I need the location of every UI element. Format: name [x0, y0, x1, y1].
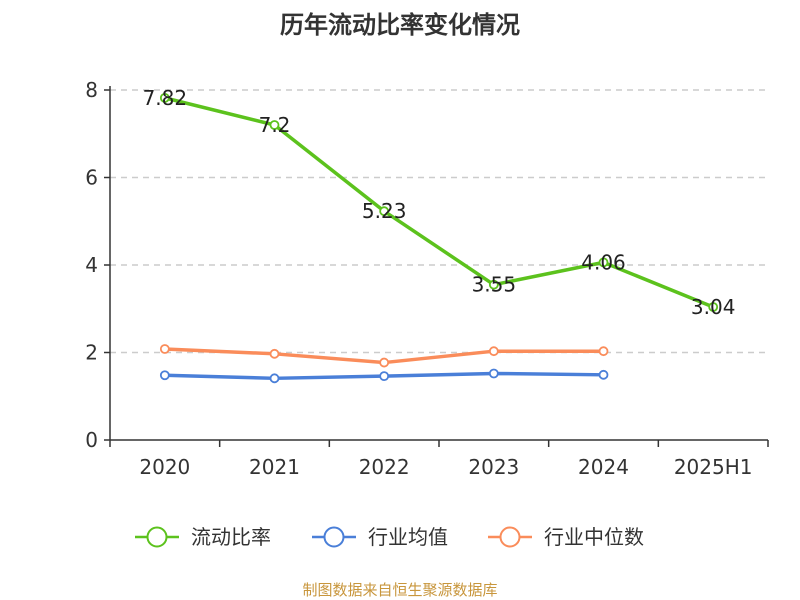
x-tick-label: 2021: [249, 455, 300, 479]
data-point[interactable]: [488, 279, 499, 290]
data-label: 7.82: [143, 86, 188, 110]
x-tick-label: 2024: [578, 455, 629, 479]
data-point[interactable]: [269, 120, 280, 130]
series-lines: [159, 92, 719, 384]
legend-swatch-marker: [323, 526, 345, 548]
grid-lines: [110, 89, 768, 354]
legend-swatch-marker: [146, 526, 168, 548]
data-point[interactable]: [598, 346, 609, 357]
data-point[interactable]: [488, 346, 499, 357]
axes: 0 2 4 6 8 2020 2021 2022 2023 2024 2025H1: [85, 78, 769, 479]
y-tick-label: 6: [85, 166, 98, 190]
data-label: 3.55: [472, 273, 517, 297]
x-tick-label: 2025H1: [674, 455, 753, 479]
y-tick-label: 2: [85, 341, 98, 365]
data-point[interactable]: [708, 302, 719, 312]
data-point[interactable]: [159, 92, 170, 103]
source-note: 制图数据来自恒生聚源数据库: [302, 581, 497, 599]
legend-label: 行业中位数: [544, 525, 644, 549]
legend-item[interactable]: 行业中位数: [488, 525, 644, 549]
data-point[interactable]: [379, 357, 390, 368]
series-line: [164, 96, 714, 309]
legend-label: 行业均值: [368, 525, 448, 549]
data-point[interactable]: [488, 368, 499, 379]
x-tick-label: 2020: [139, 455, 190, 479]
y-tick-label: 0: [85, 428, 98, 452]
data-labels: 7.82 7.2 5.23 3.55 4.06 3.04: [143, 86, 736, 319]
legend-swatch-marker: [499, 526, 521, 548]
data-point[interactable]: [598, 257, 609, 268]
chart-title: 历年流动比率变化情况: [280, 11, 520, 39]
data-label: 4.06: [581, 250, 626, 274]
x-tick-label: 2022: [359, 455, 410, 479]
data-point[interactable]: [269, 348, 280, 359]
data-label: 5.23: [362, 199, 407, 223]
data-point[interactable]: [269, 373, 280, 384]
legend[interactable]: 流动比率 行业均值 行业中位数: [135, 525, 644, 549]
y-tick-label: 8: [85, 78, 98, 102]
legend-item[interactable]: 行业均值: [312, 525, 448, 549]
x-tick-label: 2023: [468, 455, 519, 479]
data-label: 7.2: [259, 113, 291, 137]
data-label: 3.04: [691, 295, 736, 319]
legend-label: 流动比率: [191, 525, 271, 549]
y-tick-label: 4: [85, 253, 98, 277]
data-point[interactable]: [379, 206, 390, 217]
data-point[interactable]: [598, 369, 609, 380]
data-point[interactable]: [379, 371, 390, 382]
data-point[interactable]: [159, 344, 170, 354]
legend-item[interactable]: 流动比率: [135, 525, 271, 549]
data-point[interactable]: [159, 370, 170, 381]
